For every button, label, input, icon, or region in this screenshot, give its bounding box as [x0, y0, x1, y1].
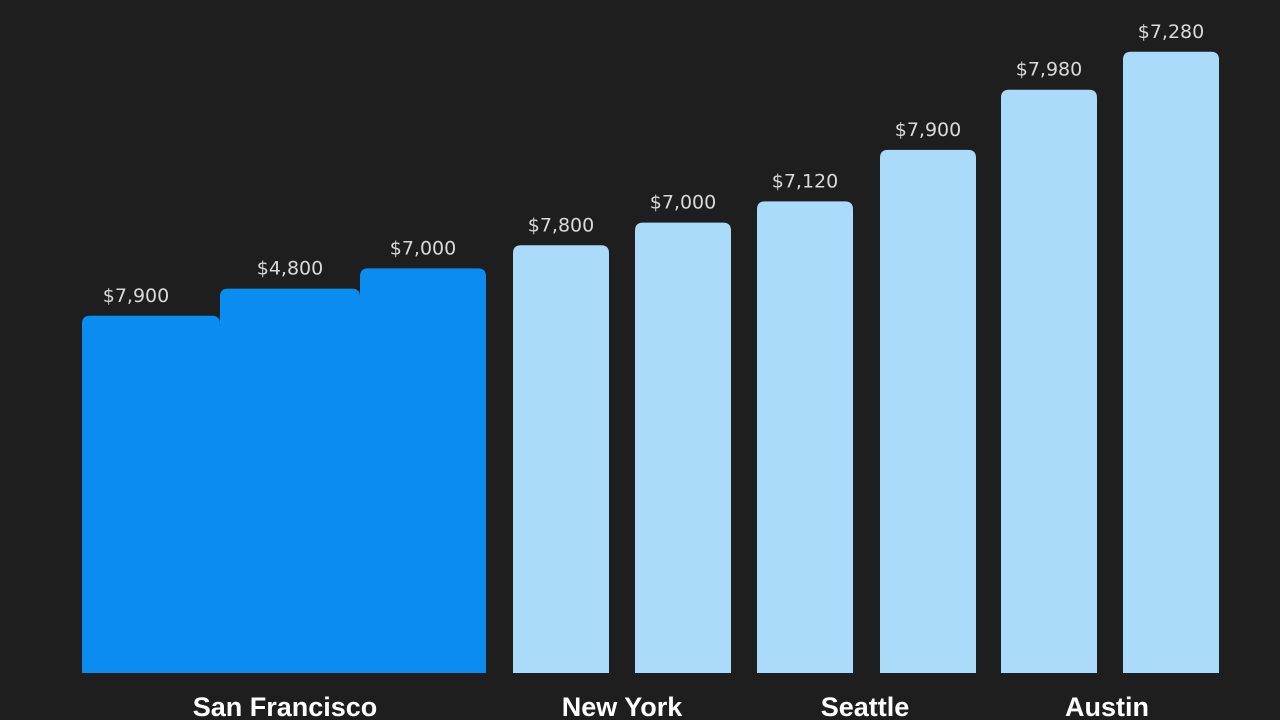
value-label-2: $4,800 [257, 258, 323, 280]
bar-6 [757, 201, 853, 674]
bar-3 [360, 268, 486, 673]
category-label-san-francisco: San Francisco [193, 692, 378, 720]
bar-2 [220, 288, 360, 673]
category-label-new-york: New York [562, 692, 684, 720]
category-label-seattle: Seattle [821, 692, 910, 720]
value-label-6: $7,120 [772, 170, 838, 192]
value-label-7: $7,900 [895, 119, 961, 141]
bar-8 [1001, 89, 1097, 673]
bar-9 [1123, 51, 1219, 673]
value-label-4: $7,800 [528, 214, 594, 236]
bar-5 [635, 222, 731, 673]
value-label-9: $7,280 [1138, 21, 1204, 43]
category-labels-layer: San Francisco New York Seattle Austin [193, 692, 1149, 720]
value-label-8: $7,980 [1016, 59, 1082, 81]
bar-1 [82, 315, 220, 673]
value-labels-layer: $7,900 $4,800 $7,000 $7,800 $7,000 $7,120 $7,9… [103, 21, 1204, 307]
bar-7 [880, 149, 976, 673]
value-label-3: $7,000 [390, 237, 456, 259]
value-label-1: $7,900 [103, 285, 169, 307]
value-label-5: $7,000 [650, 192, 716, 214]
bars-layer [82, 51, 1219, 674]
category-label-austin: Austin [1065, 692, 1149, 720]
bar-4 [513, 245, 609, 673]
